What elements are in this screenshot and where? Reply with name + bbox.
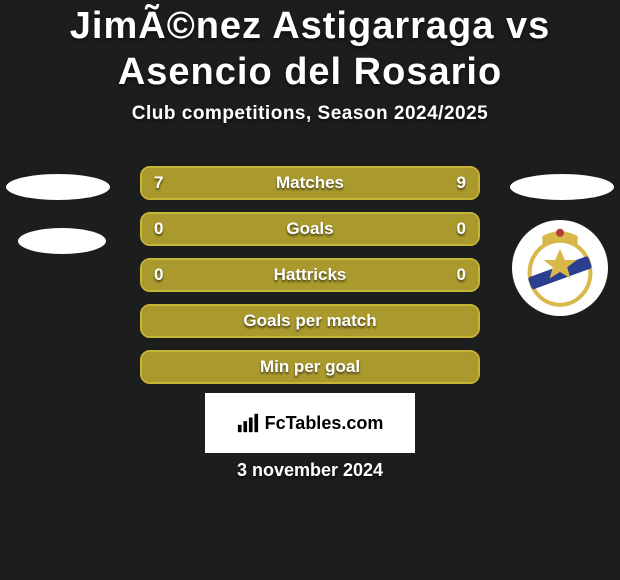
club-crest-right xyxy=(512,220,608,316)
bars-growth-icon xyxy=(237,412,259,434)
stat-bar: 00Goals xyxy=(140,212,480,246)
page-title: JimÃ©nez Astigarraga vs Asencio del Rosa… xyxy=(0,0,620,103)
stat-bar: Min per goal xyxy=(140,350,480,384)
player-left-ellipse-top xyxy=(6,174,110,200)
stat-bars: 79Matches 00Goals 00Hattricks Goals per mat… xyxy=(140,166,480,396)
stat-label: Min per goal xyxy=(142,357,478,377)
real-madrid-crest-icon xyxy=(520,228,600,308)
stat-bar: 79Matches xyxy=(140,166,480,200)
season-subtitle: Club competitions, Season 2024/2025 xyxy=(0,103,620,155)
stat-label: Matches xyxy=(142,173,478,193)
stat-label: Hattricks xyxy=(142,265,478,285)
stat-label: Goals per match xyxy=(142,311,478,331)
stat-label: Goals xyxy=(142,219,478,239)
player-left-ellipse-bottom xyxy=(18,228,106,254)
comparison-infographic: JimÃ©nez Astigarraga vs Asencio del Rosa… xyxy=(0,0,620,155)
stat-bar: 00Hattricks xyxy=(140,258,480,292)
snapshot-date: 3 november 2024 xyxy=(0,460,620,481)
player-right-ellipse-top xyxy=(510,174,614,200)
stat-bar: Goals per match xyxy=(140,304,480,338)
brand-label: FcTables.com xyxy=(265,413,384,434)
watermark-box: FcTables.com xyxy=(205,393,415,453)
